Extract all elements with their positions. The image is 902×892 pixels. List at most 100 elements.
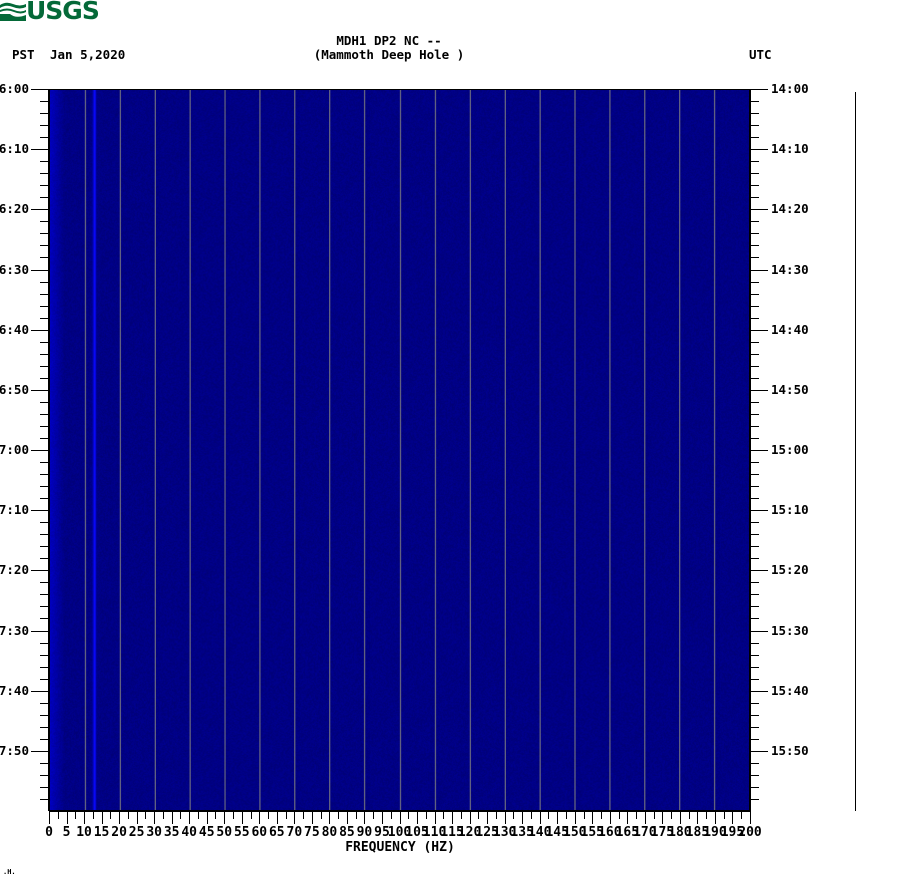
frequency-axis-title: FREQUENCY (HZ) [345,840,455,855]
frequency-tick-label: 50 [216,825,233,840]
time-tick-minor [751,342,759,343]
time-tick-major-left [31,570,48,571]
frequency-tick-label: 40 [181,825,198,840]
frequency-tick-major [172,812,173,824]
time-tick-minor [40,775,48,776]
frequency-tick-label: 15 [93,825,110,840]
frequency-tick-label: 60 [251,825,268,840]
time-tick-major-left [31,751,48,752]
time-label-utc: 15:40 [771,683,809,698]
time-tick-minor [40,486,48,487]
time-tick-minor [40,402,48,403]
usgs-wordmark: USGS [26,0,100,25]
time-tick-minor [40,522,48,523]
time-tick-minor [40,378,48,379]
frequency-tick-minor [741,812,742,819]
time-label-pst: 06:30 [0,262,29,277]
frequency-tick-major [715,812,716,824]
time-tick-minor [40,655,48,656]
frequency-tick-minor [566,812,567,819]
frequency-tick-minor [461,812,462,819]
time-tick-minor [751,306,759,307]
frequency-tick-major [435,812,436,824]
time-tick-minor [751,582,759,583]
frequency-tick-label: 105 [405,825,429,840]
time-tick-minor [751,366,759,367]
time-tick-minor [40,125,48,126]
time-tick-minor [751,498,759,499]
time-tick-minor [40,474,48,475]
time-label-utc: 15:10 [771,502,809,517]
frequency-tick-major [242,812,243,824]
frequency-tick-major [610,812,611,824]
frequency-tick-minor [391,812,392,819]
frequency-tick-label: 185 [685,825,710,840]
frequency-tick-major [329,812,330,824]
frequency-tick-major [750,812,751,824]
time-tick-minor [751,113,759,114]
frequency-tick-label: 70 [286,825,303,840]
time-tick-minor [751,534,759,535]
time-label-utc: 14:40 [771,322,809,337]
usgs-logo: USGS [0,0,100,24]
time-tick-major-right [751,450,768,451]
frequency-tick-label: 155 [580,825,605,840]
frequency-tick-label: 10 [76,825,92,840]
time-label-utc: 15:00 [771,442,809,457]
frequency-tick-minor [724,812,725,819]
time-tick-minor [40,245,48,246]
time-tick-major-left [31,89,48,90]
frequency-tick-minor [110,812,111,819]
time-tick-minor [40,715,48,716]
frequency-tick-label: 195 [720,825,745,840]
frequency-tick-minor [321,812,322,819]
frequency-tick-minor [584,812,585,819]
frequency-tick-major [189,812,190,824]
time-tick-major-right [751,691,768,692]
time-label-utc: 15:30 [771,623,809,638]
frequency-tick-label: 115 [440,825,464,840]
frequency-tick-label: 80 [321,825,338,840]
time-tick-minor [40,233,48,234]
time-tick-major-right [751,89,768,90]
frequency-tick-label: 165 [615,825,640,840]
time-tick-minor [751,715,759,716]
time-tick-minor [40,534,48,535]
frequency-tick-minor [654,812,655,819]
frequency-tick-major [137,812,138,824]
right-time-axis [750,89,751,811]
frequency-tick-label: 190 [703,825,727,840]
time-label-pst: 07:40 [0,683,29,698]
time-tick-minor [751,727,759,728]
footer-glyph: .H. [3,868,16,876]
time-tick-minor [40,113,48,114]
time-label-pst: 07:20 [0,562,29,577]
spectrogram-plot[interactable] [49,89,750,811]
frequency-tick-label: 200 [738,825,762,840]
time-tick-minor [751,775,759,776]
frequency-tick-major [102,812,103,824]
frequency-tick-minor [338,812,339,819]
time-tick-minor [40,606,48,607]
time-tick-minor [40,354,48,355]
time-tick-major-right [751,631,768,632]
frequency-tick-minor [548,812,549,819]
time-tick-minor [40,101,48,102]
frequency-tick-major [347,812,348,824]
time-tick-minor [751,486,759,487]
time-tick-minor [751,679,759,680]
frequency-tick-major [259,812,260,824]
frequency-tick-label: 30 [146,825,162,840]
time-tick-major-left [31,450,48,451]
frequency-tick-label: 35 [163,825,180,840]
time-tick-minor [40,426,48,427]
frequency-tick-label: 125 [475,825,499,840]
frequency-tick-major [154,812,155,824]
frequency-tick-minor [303,812,304,819]
time-label-pst: 06:20 [0,201,29,216]
frequency-tick-major [680,812,681,824]
time-tick-major-right [751,209,768,210]
frequency-tick-minor [268,812,269,819]
frequency-tick-minor [531,812,532,819]
frequency-tick-label: 140 [527,825,552,840]
